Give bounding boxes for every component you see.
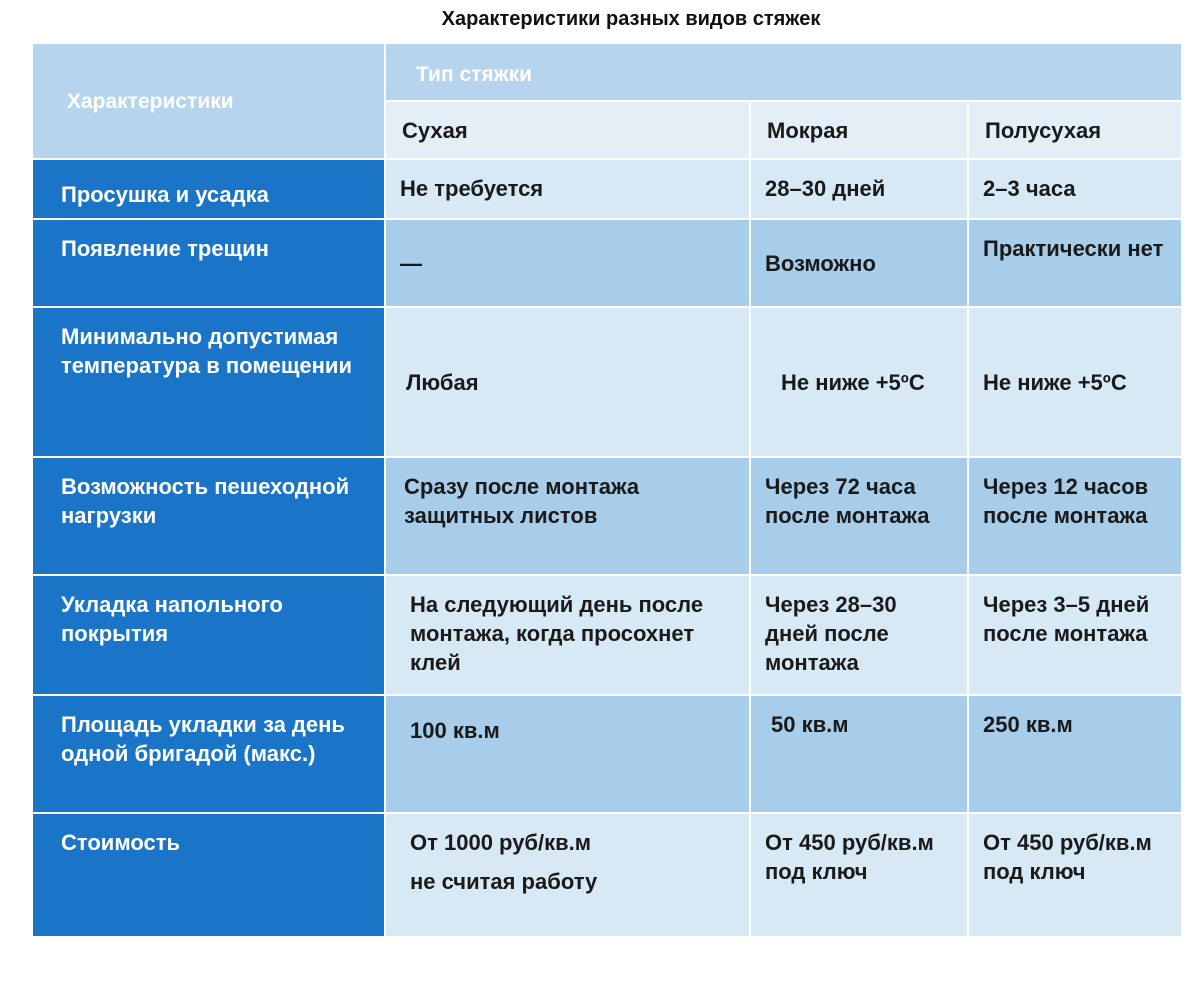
row-label-area-per-day: Площадь укладки за день одной бригадой (… — [31, 694, 386, 814]
cell-semidry: Через 12 часов после монтажа — [967, 456, 1183, 576]
table-row: Появление трещин — Возможно Практически … — [31, 218, 1183, 308]
header-row-columns: Сухая Мокрая Полусухая — [32, 100, 1183, 160]
screed-comparison-table: Характеристики Тип стяжки Сухая Мокрая П… — [31, 42, 1183, 938]
row-label-foot-traffic: Возможность пешеходной нагрузки — [31, 456, 386, 576]
table-row: Площадь укладки за день одной бригадой (… — [31, 694, 1183, 814]
characteristics-header: Характеристики — [31, 42, 386, 160]
column-header-wet: Мокрая — [749, 100, 969, 160]
cell-wet: От 450 руб/кв.м под ключ — [749, 812, 969, 938]
table-row: Просушка и усадка Не требуется 28–30 дне… — [31, 158, 1183, 220]
column-header-dry: Сухая — [384, 100, 751, 160]
header-row-top: Характеристики Тип стяжки — [31, 42, 1183, 160]
cell-semidry: Не ниже +5ºС — [967, 306, 1183, 458]
row-label-min-temperature: Минимально допустимая температура в поме… — [31, 306, 386, 458]
cell-dry: Не требуется — [384, 158, 751, 220]
table-row: Возможность пешеходной нагрузки Сразу по… — [31, 456, 1183, 576]
row-label-drying: Просушка и усадка — [31, 158, 386, 220]
row-label-cracks: Появление трещин — [31, 218, 386, 308]
row-label-flooring: Укладка напольного покрытия — [31, 574, 386, 696]
cost-dry-price: От 1000 руб/кв.м — [410, 830, 592, 855]
table-row: Минимально допустимая температура в поме… — [31, 306, 1183, 458]
cell-dry: На следующий день после монтажа, когда п… — [384, 574, 751, 696]
cell-semidry: От 450 руб/кв.м под ключ — [967, 812, 1183, 938]
column-header-semidry: Полусухая — [967, 100, 1183, 160]
screed-type-header: Тип стяжки — [384, 42, 1183, 102]
cell-dry: 100 кв.м — [384, 694, 751, 814]
table-row: Укладка напольного покрытия На следующий… — [31, 574, 1183, 696]
cost-dry-note: не считая работу — [410, 869, 598, 894]
cell-dry: — — [384, 218, 751, 308]
cell-dry: Сразу после монтажа защитных листов — [384, 456, 751, 576]
cell-semidry: Через 3–5 дней после монтажа — [967, 574, 1183, 696]
cell-wet: Через 28–30 дней после монтажа — [749, 574, 969, 696]
cell-wet: 50 кв.м — [749, 694, 969, 814]
cell-semidry: 250 кв.м — [967, 694, 1183, 814]
cell-dry: Любая — [384, 306, 751, 458]
table-title: Характеристики разных видов стяжек — [441, 8, 821, 30]
cell-semidry: Практически нет — [967, 218, 1183, 308]
cell-semidry: 2–3 часа — [967, 158, 1183, 220]
row-label-cost: Стоимость — [31, 812, 386, 938]
cell-wet: 28–30 дней — [749, 158, 969, 220]
cell-wet: Не ниже +5ºС — [749, 306, 969, 458]
cell-wet: Возможно — [749, 218, 969, 308]
cell-wet: Через 72 часа после монтажа — [749, 456, 969, 576]
table-row: Стоимость От 1000 руб/кв.м не считая раб… — [31, 812, 1183, 938]
cell-dry: От 1000 руб/кв.м не считая работу — [384, 812, 751, 938]
